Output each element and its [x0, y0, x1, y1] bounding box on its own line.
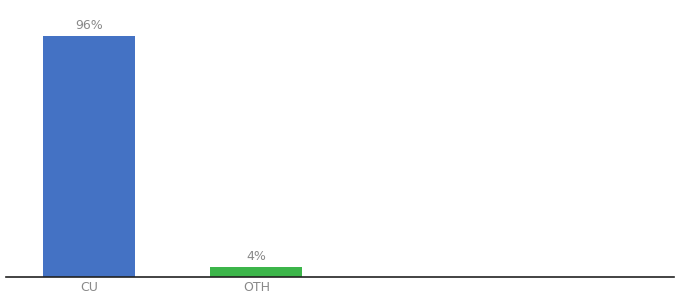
Bar	[44, 36, 135, 277]
Bar	[210, 266, 303, 277]
Text: 4%: 4%	[246, 250, 267, 263]
Text: 96%: 96%	[75, 19, 103, 32]
